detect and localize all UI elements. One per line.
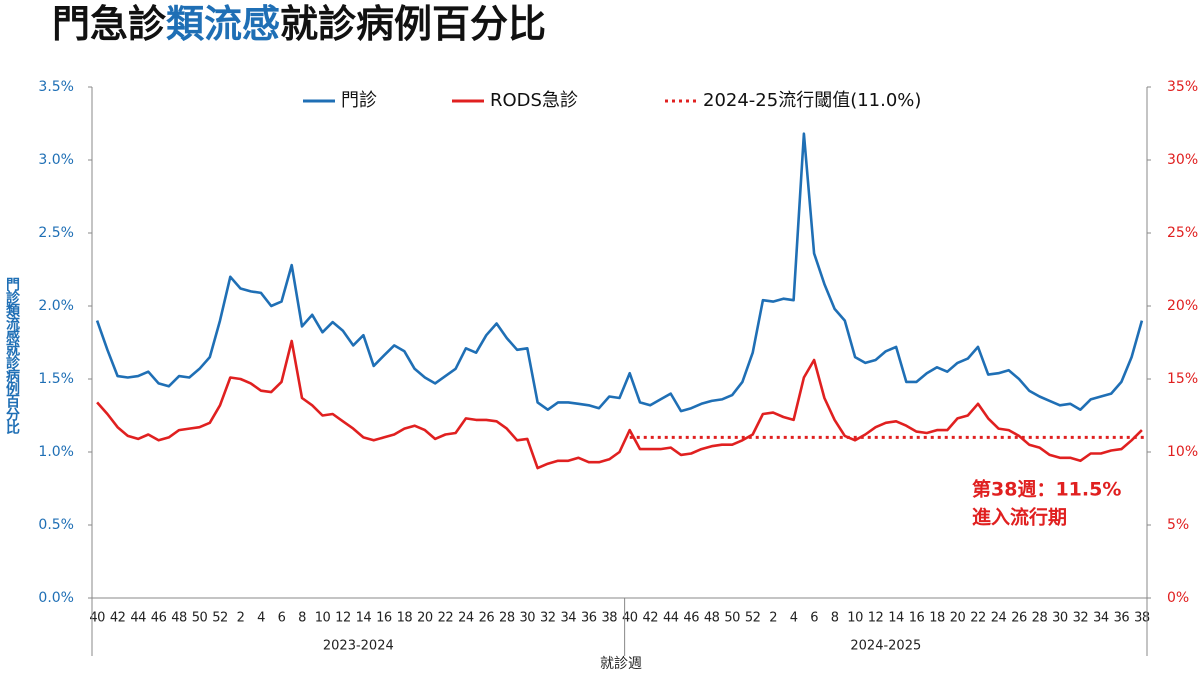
x-tick-label: 44 [663, 611, 679, 626]
y2-tick-label: 15% [1167, 371, 1198, 387]
y2-tick-label: 5% [1167, 517, 1189, 533]
x-tick-label: 42 [110, 611, 126, 626]
x-tick-label: 48 [704, 611, 720, 626]
x-tick-label: 48 [171, 611, 187, 626]
x-tick-label: 50 [192, 611, 208, 626]
y2-tick-label: 0% [1167, 590, 1189, 606]
annotation: 第38週：11.5% [972, 478, 1121, 501]
x-tick-label: 2 [769, 611, 777, 626]
series-line [96, 339, 1143, 470]
x-tick-label: 44 [130, 611, 146, 626]
x-tick-label: 20 [950, 611, 966, 626]
y2-tick-label: 25% [1167, 225, 1198, 241]
x-tick-label: 24 [458, 611, 474, 626]
x-tick-label: 38 [601, 611, 617, 626]
x-tick-label: 12 [868, 611, 884, 626]
x-tick-label: 32 [1073, 611, 1089, 626]
group-label: 2024-2025 [850, 639, 921, 654]
x-tick-label: 38 [1134, 611, 1150, 626]
x-tick-label: 26 [1011, 611, 1027, 626]
x-tick-label: 52 [745, 611, 761, 626]
y-tick-label: 3.5% [38, 79, 74, 95]
x-tick-label: 16 [909, 611, 925, 626]
x-tick-label: 12 [335, 611, 351, 626]
x-tick-label: 8 [298, 611, 306, 626]
x-tick-label: 50 [724, 611, 740, 626]
x-tick-label: 40 [622, 611, 638, 626]
x-tick-label: 10 [315, 611, 331, 626]
x-tick-label: 30 [1052, 611, 1068, 626]
x-tick-label: 6 [810, 611, 818, 626]
x-tick-label: 34 [561, 611, 577, 626]
y-tick-label: 3.0% [38, 152, 74, 168]
x-tick-label: 18 [929, 611, 945, 626]
y2-tick-label: 10% [1167, 444, 1198, 460]
x-tick-label: 6 [278, 611, 286, 626]
x-tick-label: 22 [438, 611, 454, 626]
series-line [95, 132, 1144, 413]
x-tick-label: 14 [888, 611, 904, 626]
legend-label: 2024-25流行閾值(11.0%) [703, 90, 921, 111]
y2-tick-label: 35% [1167, 79, 1198, 95]
x-tick-label: 14 [356, 611, 372, 626]
x-tick-label: 4 [257, 611, 265, 626]
x-tick-label: 28 [1032, 611, 1048, 626]
x-tick-label: 32 [540, 611, 556, 626]
x-tick-label: 46 [683, 611, 699, 626]
x-tick-label: 36 [1114, 611, 1130, 626]
chart-title: 門急診類流感就診病例百分比 [52, 2, 546, 46]
y-axis-label: 門診類流感就診病例百分比 [4, 277, 21, 435]
title-part: 就診病例百分比 [280, 2, 546, 46]
y2-tick-label: 20% [1167, 298, 1198, 314]
title-part: 門急診 [52, 2, 166, 46]
y-tick-label: 1.5% [38, 371, 74, 387]
title-part: 類流感 [166, 2, 280, 46]
x-axis-label: 就診週 [600, 656, 642, 672]
x-tick-label: 52 [212, 611, 228, 626]
x-tick-label: 34 [1093, 611, 1109, 626]
x-tick-label: 2 [237, 611, 245, 626]
x-tick-label: 40 [89, 611, 105, 626]
x-tick-label: 42 [642, 611, 658, 626]
x-tick-label: 16 [376, 611, 392, 626]
y-tick-label: 2.5% [38, 225, 74, 241]
y-tick-label: 0.0% [38, 590, 74, 606]
x-tick-label: 46 [151, 611, 167, 626]
x-tick-label: 30 [520, 611, 536, 626]
legend-label: 門診 [341, 90, 377, 111]
x-tick-label: 18 [397, 611, 413, 626]
y-tick-label: 1.0% [38, 444, 74, 460]
y-tick-label: 0.5% [38, 517, 74, 533]
annotation: 進入流行期 [972, 506, 1067, 529]
y2-tick-label: 30% [1167, 152, 1198, 168]
legend-label: RODS急診 [490, 90, 578, 111]
x-tick-label: 22 [970, 611, 986, 626]
x-tick-label: 28 [499, 611, 515, 626]
y-tick-label: 2.0% [38, 298, 74, 314]
x-tick-label: 4 [790, 611, 798, 626]
x-tick-label: 36 [581, 611, 597, 626]
x-tick-label: 8 [831, 611, 839, 626]
x-tick-label: 20 [417, 611, 433, 626]
x-tick-label: 24 [991, 611, 1007, 626]
group-label: 2023-2024 [323, 639, 394, 654]
x-tick-label: 10 [847, 611, 863, 626]
x-tick-label: 26 [479, 611, 495, 626]
